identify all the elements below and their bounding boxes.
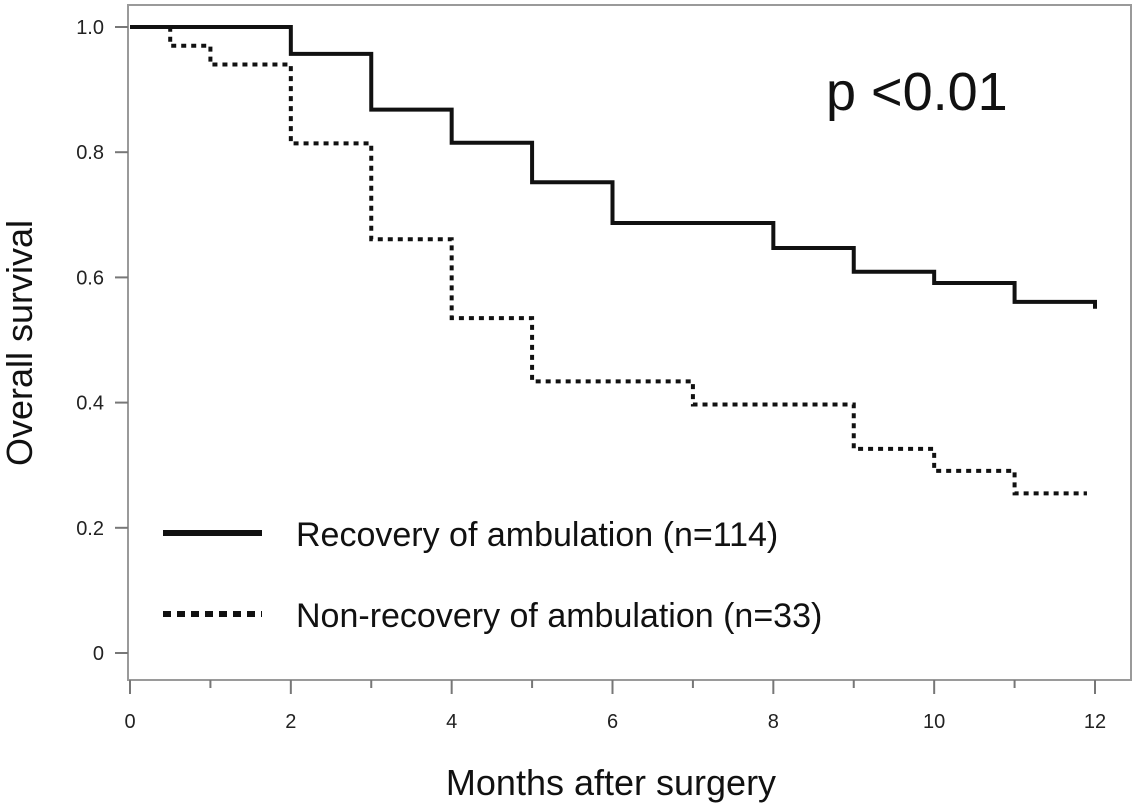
y-tick-label: 0.4 bbox=[76, 393, 104, 415]
x-tick-label: 0 bbox=[124, 711, 135, 733]
x-tick-label: 2 bbox=[285, 711, 296, 733]
series-line-recovery bbox=[130, 25, 1097, 309]
legend: Recovery of ambulation (n=114) Non-recov… bbox=[163, 516, 822, 635]
legend-label-recovery: Recovery of ambulation (n=114) bbox=[296, 516, 778, 554]
x-tick-label: 4 bbox=[446, 711, 457, 733]
x-axis-title: Months after surgery bbox=[446, 762, 776, 803]
p-value-annotation: p <0.01 bbox=[826, 62, 1008, 122]
series-line-non-recovery bbox=[130, 25, 1087, 496]
legend-label-non-recovery: Non-recovery of ambulation (n=33) bbox=[296, 597, 822, 635]
y-tick-label: 0.6 bbox=[76, 267, 104, 289]
y-tick-label: 0 bbox=[93, 643, 104, 665]
y-axis-title: Overall survival bbox=[0, 220, 40, 466]
y-tick-label: 1.0 bbox=[76, 17, 104, 39]
x-tick-label: 12 bbox=[1084, 711, 1106, 733]
x-tick-label: 6 bbox=[607, 711, 618, 733]
x-tick-label: 8 bbox=[768, 711, 779, 733]
y-tick-label: 0.8 bbox=[76, 142, 104, 164]
y-tick-label: 0.2 bbox=[76, 518, 104, 540]
plot-frame bbox=[127, 4, 1132, 681]
x-tick-label: 10 bbox=[923, 711, 945, 733]
